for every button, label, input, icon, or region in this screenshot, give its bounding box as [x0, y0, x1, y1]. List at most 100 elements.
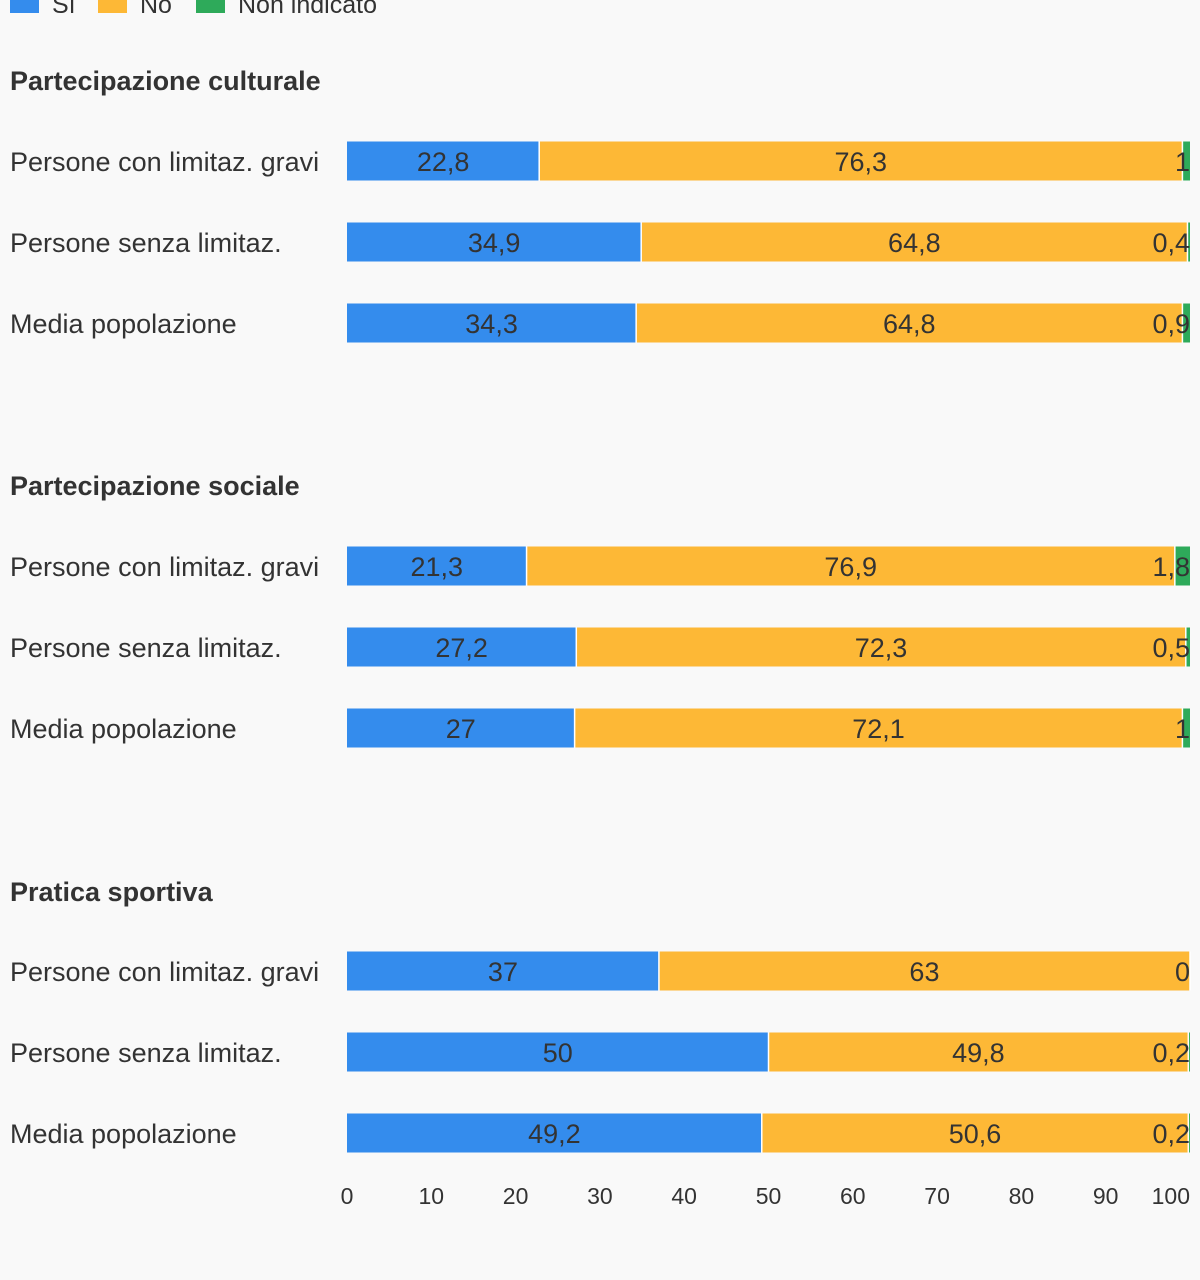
bar-separator [1181, 141, 1184, 181]
data-label-non_indicato: 0,9 [1152, 309, 1190, 339]
bar-row: Media popolazione 49,2 50,6 0,2 [10, 1113, 1190, 1153]
row-label: Media popolazione [10, 309, 237, 339]
group-2: Partecipazione sociale Persone con limita… [10, 471, 1190, 748]
bar-segment-si [347, 708, 575, 748]
bar-segment-no [768, 1032, 1189, 1072]
bar-segment-non_indicato [1182, 708, 1190, 748]
bar-row: Persone con limitaz. gravi 22,8 76,3 1 [10, 141, 1190, 181]
data-label-si: 34,9 [468, 228, 521, 258]
data-label-non_indicato: 0,5 [1152, 633, 1190, 663]
bar-segment-non_indicato [1185, 627, 1190, 667]
bar-segment-si [347, 546, 527, 586]
x-tick-label: 20 [503, 1183, 529, 1209]
row-label: Media popolazione [10, 1119, 237, 1149]
legend-swatch-no [98, 0, 127, 13]
bar-separator [573, 708, 576, 748]
row-label: Media popolazione [10, 714, 237, 744]
data-label-si: 49,2 [528, 1119, 581, 1149]
x-tick-label: 70 [924, 1183, 950, 1209]
row-label: Persone senza limitaz. [10, 633, 282, 663]
bar-row: Persone senza limitaz. 50 49,8 0,2 [10, 1032, 1190, 1072]
bar-row: Persone con limitaz. gravi 37 63 0 [10, 951, 1191, 991]
data-label-si: 22,8 [417, 147, 470, 177]
bar-row: Persone senza limitaz. 34,9 64,8 0,4 [10, 222, 1190, 262]
data-label-no: 76,9 [824, 552, 877, 582]
legend-label-si: Sì [52, 0, 76, 19]
data-label-no: 76,3 [835, 147, 888, 177]
bar-separator [525, 546, 528, 586]
legend-label-no: No [140, 0, 172, 19]
group-title: Pratica sportiva [10, 877, 214, 907]
data-label-non_indicato: 0,2 [1152, 1038, 1190, 1068]
x-tick-label: 10 [419, 1183, 445, 1209]
row-label: Persone senza limitaz. [10, 1038, 282, 1068]
bar-separator [767, 1032, 770, 1072]
data-label-non_indicato: 0 [1175, 957, 1190, 987]
data-label-non_indicato: 0,4 [1152, 228, 1190, 258]
row-label: Persone con limitaz. gravi [10, 147, 319, 177]
data-label-no: 49,8 [952, 1038, 1005, 1068]
bar-separator [538, 141, 540, 181]
legend-swatch-non_indicato [196, 0, 225, 13]
bar-segment-no [641, 222, 1188, 262]
x-tick-label: 0 [341, 1183, 354, 1209]
row-label: Persone con limitaz. gravi [10, 552, 319, 582]
data-label-si: 37 [488, 957, 518, 987]
bar-separator [1174, 546, 1176, 586]
bar-segment-si [347, 1032, 769, 1072]
data-label-non_indicato: 0,2 [1152, 1119, 1190, 1149]
x-tick-label: 60 [840, 1183, 866, 1209]
bar-separator [1187, 1113, 1190, 1153]
data-label-no: 64,8 [883, 309, 936, 339]
chart-groups: Partecipazione culturale Persone con limi… [10, 66, 1191, 1153]
data-label-si: 34,3 [465, 309, 518, 339]
bar-separator [1186, 222, 1189, 262]
data-label-non_indicato: 1 [1175, 147, 1190, 177]
bar-segment-no [636, 303, 1183, 343]
bar-segment-si [347, 951, 659, 991]
bar-segment-non_indicato [1174, 546, 1190, 586]
bar-row: Persone senza limitaz. 27,2 72,3 0,5 [10, 627, 1190, 667]
bar-row: Persone con limitaz. gravi 21,3 76,9 1,8 [10, 546, 1190, 586]
row-label: Persone senza limitaz. [10, 228, 282, 258]
group-1: Partecipazione culturale Persone con limi… [10, 66, 1190, 343]
bar-segment-non_indicato [1187, 222, 1190, 262]
x-tick-label: 80 [1009, 1183, 1035, 1209]
bar-segment-si [347, 141, 540, 181]
legend-swatch-si [10, 0, 39, 13]
bar-segment-no [658, 951, 1190, 991]
data-label-no: 63 [909, 957, 939, 987]
bar-segment-si [347, 303, 637, 343]
data-label-non_indicato: 1,8 [1152, 552, 1190, 582]
x-tick-label: 90 [1093, 1183, 1119, 1209]
data-label-no: 64,8 [888, 228, 941, 258]
data-label-no: 72,3 [855, 633, 908, 663]
bar-separator [1187, 1032, 1190, 1072]
data-label-si: 27,2 [435, 633, 488, 663]
bar-separator [1189, 951, 1191, 991]
bar-segment-si [347, 1113, 762, 1153]
x-tick-label: 100 [1152, 1183, 1190, 1209]
bar-segment-no [539, 141, 1183, 181]
bar-row: Media popolazione 27 72,1 1 [10, 708, 1190, 748]
group-3: Pratica sportiva Persone con limitaz. gra… [10, 877, 1191, 1153]
row-label: Persone con limitaz. gravi [10, 957, 319, 987]
x-tick-label: 50 [756, 1183, 782, 1209]
bar-segment-no [526, 546, 1175, 586]
data-label-si: 50 [543, 1038, 573, 1068]
group-title: Partecipazione sociale [10, 471, 300, 501]
bar-row: Media popolazione 34,3 64,8 0,9 [10, 303, 1190, 343]
bar-segment-non_indicato [1188, 1113, 1190, 1153]
bar-segment-non_indicato [1182, 141, 1190, 181]
bar-separator [1181, 708, 1184, 748]
legend-label-non_indicato: Non indicato [238, 0, 377, 19]
data-label-si: 27 [446, 714, 476, 744]
x-axis: 0 10 20 30 40 50 60 70 80 90 100 [341, 1183, 1190, 1209]
data-label-no: 72,1 [852, 714, 905, 744]
data-label-si: 21,3 [410, 552, 463, 582]
data-label-no: 50,6 [949, 1119, 1002, 1149]
bar-separator [1181, 303, 1184, 343]
bar-segment-si [347, 627, 577, 667]
legend: Sì No Non indicato [10, 0, 377, 19]
